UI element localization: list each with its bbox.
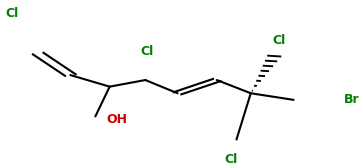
Text: Cl: Cl	[272, 34, 285, 47]
Text: OH: OH	[106, 113, 127, 126]
Text: Cl: Cl	[140, 45, 154, 58]
Text: Cl: Cl	[224, 153, 238, 166]
Text: Cl: Cl	[5, 7, 19, 20]
Text: Br: Br	[344, 93, 359, 106]
